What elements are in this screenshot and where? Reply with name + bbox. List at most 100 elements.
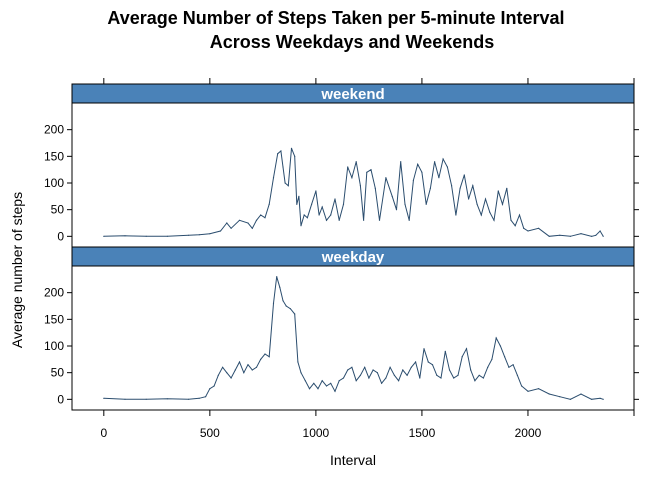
data-point-weekend [124,235,126,237]
y-tick-label: 50 [51,203,65,217]
data-point-weekday [504,356,506,358]
data-point-weekday [268,356,270,358]
data-point-weekday [282,300,284,302]
data-point-weekday [308,388,311,390]
data-point-weekend [514,225,516,227]
data-point-weekend [429,187,431,189]
panel-weekend: weekend 0 50 100 150 200 [44,83,639,248]
data-point-weekday [260,358,262,360]
data-point-weekday [347,369,349,371]
data-point-weekday [516,374,519,376]
data-point-weekend [412,179,414,181]
data-point-weekday [548,393,550,395]
data-point-weekend [219,230,222,232]
data-point-weekend [260,214,262,216]
data-point-weekday [342,377,345,379]
y-tick-label: 100 [44,176,64,190]
data-point-weekend [404,203,406,205]
data-point-weekend [268,203,270,205]
data-point-weekday [213,385,215,387]
data-point-weekend [334,198,336,200]
data-point-weekend [385,177,387,179]
data-point-weekday [410,366,412,368]
data-point-weekday [448,369,451,371]
data-point-weekend [230,227,232,229]
data-point-weekend [280,150,282,152]
data-point-weekend [506,187,508,189]
data-point-weekend [378,219,381,221]
data-point-weekend [518,214,521,216]
data-point-weekday [402,369,404,371]
data-point-weekday [376,372,378,374]
data-point-weekend [602,235,604,237]
data-point-weekend [342,203,345,205]
data-point-weekday [230,377,232,379]
data-point-weekend [355,161,357,163]
data-point-weekday [338,380,340,382]
data-point-weekend [318,214,320,216]
y-tick-label: 50 [51,366,65,380]
data-point-weekday [415,361,417,363]
data-point-weekend [442,158,444,160]
data-point-weekday [297,361,299,363]
data-point-weekday [440,377,442,379]
data-point-weekend [325,219,328,221]
data-point-weekday [351,366,353,368]
data-point-weekend [287,185,289,187]
data-point-weekday [431,364,434,366]
data-point-weekend [472,185,474,187]
data-point-weekend [188,234,190,236]
data-point-weekday [238,361,241,363]
data-point-weekend [303,214,305,216]
data-point-weekday [285,305,287,307]
series-line-weekend [103,148,604,237]
panel-frame-weekday [71,265,635,411]
data-point-weekday [243,372,245,374]
data-point-weekend [400,161,402,163]
data-point-weekday [294,313,296,315]
data-point-weekday [217,374,219,376]
data-point-weekday [325,385,328,387]
data-point-weekday [188,398,190,400]
x-tick-label: 1500 [409,426,436,440]
data-point-weekday [470,369,472,371]
data-point-weekend [370,169,372,171]
data-point-weekday [457,374,459,376]
data-point-weekday [591,398,593,400]
data-point-weekday [423,348,425,350]
data-point-weekday [103,397,105,399]
data-point-weekday [465,348,468,350]
data-point-weekday [209,388,211,390]
data-point-weekday [198,397,200,399]
data-point-weekend [366,171,368,173]
data-point-weekday [427,361,429,363]
data-point-weekend [417,163,419,165]
data-point-weekend [347,166,349,168]
x-tick-label: 500 [200,426,220,440]
data-point-weekday [478,374,480,376]
data-point-weekend [595,234,597,236]
strip-label-weekend: weekend [320,86,384,103]
data-point-weekend [145,235,147,237]
data-point-weekday [508,366,510,368]
data-point-weekday [251,369,253,371]
data-point-weekday [499,345,501,347]
data-point-weekend [501,203,504,205]
series-line-weekday [103,276,604,400]
data-point-weekend [434,161,436,163]
data-point-weekend [255,219,258,221]
data-point-weekend [599,230,601,232]
x-tick-label: 1000 [303,426,330,440]
data-point-weekend [538,227,540,229]
data-point-weekday [145,398,147,400]
data-point-weekday [389,366,391,368]
x-tick-label: 2000 [515,426,542,440]
data-point-weekend [421,171,423,173]
data-point-weekday [538,388,540,390]
data-point-weekend [374,187,376,189]
data-point-weekend [463,174,465,176]
data-point-weekend [294,155,296,157]
data-point-weekday [334,390,336,392]
data-point-weekday [491,358,493,360]
